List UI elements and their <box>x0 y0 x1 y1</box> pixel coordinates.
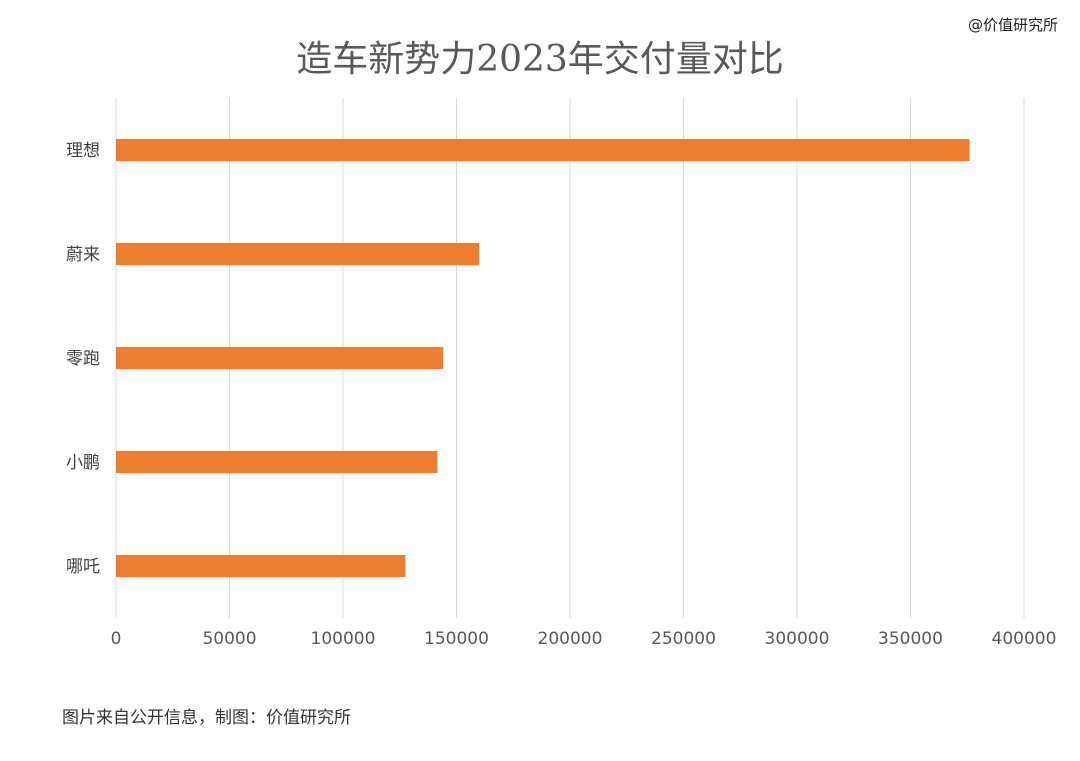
x-tick-label: 250000 <box>651 629 716 649</box>
x-tick-labels: 0 50000 100000 150000 200000 250000 300000 3500… <box>111 629 1057 649</box>
x-tick-label: 350000 <box>878 629 943 649</box>
x-tick-label: 400000 <box>992 629 1057 649</box>
bar-2 <box>116 243 480 265</box>
bar-3 <box>116 347 444 369</box>
source-note: 图片来自公开信息，制图：价值研究所 <box>62 708 351 728</box>
category-label: 蔚来 <box>66 245 100 265</box>
bar-4 <box>116 451 438 473</box>
x-tick-label: 300000 <box>765 629 830 649</box>
x-tick-label: 150000 <box>424 629 489 649</box>
watermark: @价值研究所 <box>967 16 1058 34</box>
x-tick-label: 50000 <box>202 629 256 649</box>
bars <box>116 139 970 577</box>
category-label: 零跑 <box>66 349 100 369</box>
chart-title: 造车新势力2023年交付量对比 <box>296 39 784 80</box>
bar-5 <box>116 555 406 577</box>
x-tick-label: 200000 <box>538 629 603 649</box>
category-label: 理想 <box>66 141 100 161</box>
x-tick-label: 0 <box>111 629 122 649</box>
category-label: 小鹏 <box>66 453 100 473</box>
bar-1 <box>116 139 970 161</box>
x-tick-label: 100000 <box>311 629 376 649</box>
category-label: 哪吒 <box>66 557 100 577</box>
